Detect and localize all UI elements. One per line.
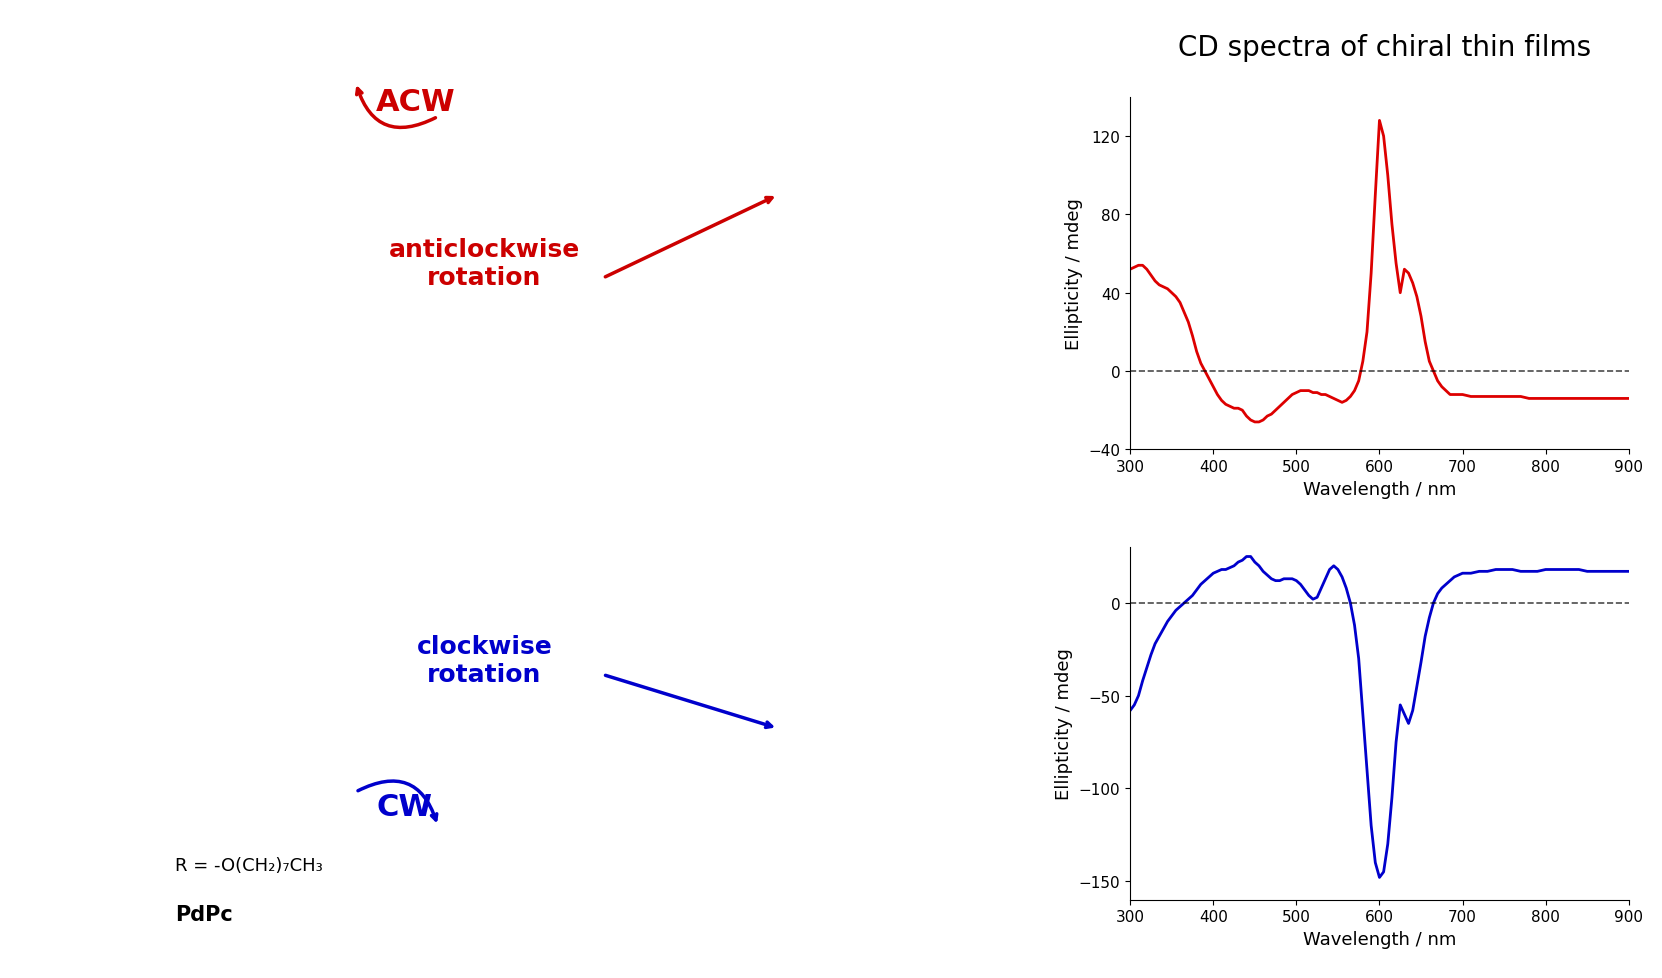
- Text: ACW: ACW: [376, 88, 455, 117]
- Text: CD spectra of chiral thin films: CD spectra of chiral thin films: [1178, 34, 1591, 63]
- X-axis label: Wavelength / nm: Wavelength / nm: [1303, 930, 1456, 948]
- X-axis label: Wavelength / nm: Wavelength / nm: [1303, 480, 1456, 498]
- Text: PdPc: PdPc: [175, 905, 233, 924]
- Text: CW: CW: [376, 792, 432, 822]
- Text: clockwise
rotation: clockwise rotation: [417, 635, 552, 686]
- Y-axis label: Ellipticity / mdeg: Ellipticity / mdeg: [1055, 647, 1074, 800]
- Text: R = -O(CH₂)₇CH₃: R = -O(CH₂)₇CH₃: [175, 857, 322, 874]
- Y-axis label: Ellipticity / mdeg: Ellipticity / mdeg: [1065, 198, 1084, 350]
- Text: anticlockwise
rotation: anticlockwise rotation: [389, 239, 580, 289]
